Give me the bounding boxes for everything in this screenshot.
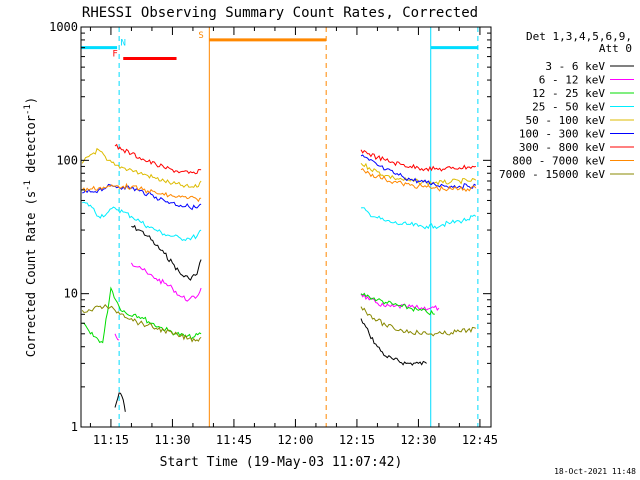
y-tick-label: 1000: [49, 20, 78, 34]
series-line: [81, 147, 202, 188]
x-tick-label: 12:30: [400, 433, 436, 447]
series-line: [82, 201, 202, 242]
series-line: [131, 224, 202, 281]
plot-frame: [80, 26, 492, 428]
chart-title: RHESSI Observing Summary Count Rates, Co…: [82, 5, 478, 21]
legend-label: 25 - 50 keV: [532, 101, 605, 114]
series-line: [81, 304, 202, 343]
series-line: [82, 286, 202, 344]
annotation-label: S: [198, 31, 203, 41]
y-axis-label-sup-1: -1: [23, 180, 33, 191]
series-line: [360, 306, 476, 337]
legend-label: 50 - 100 keV: [526, 114, 606, 127]
x-axis: 11:15 11:30 11:45 12:00 12:15 12:30 12:45: [89, 27, 498, 447]
legend-label: 300 - 800 keV: [519, 141, 605, 154]
y-axis-label: Corrected Count Rate (s-1 detector-1): [23, 97, 38, 357]
state-annotation-bars: NF S: [81, 31, 478, 61]
legend-header-line-1: Det 1,3,4,5,6,9,: [526, 30, 632, 43]
annotation-label: N: [121, 39, 126, 49]
annotation-label: F: [112, 50, 117, 60]
legend-label: 6 - 12 keV: [539, 74, 606, 87]
series-line: [360, 168, 477, 193]
series-line: [114, 392, 126, 412]
y-axis-label-tail: detector: [24, 115, 38, 180]
series-lines: [81, 143, 477, 412]
series-line: [82, 183, 202, 211]
series-line: [360, 149, 476, 172]
legend-label: 12 - 25 keV: [532, 87, 605, 100]
x-tick-label: 11:15: [93, 433, 129, 447]
y-tick-label: 10: [64, 287, 78, 301]
y-axis-label-sup-2: -1: [23, 104, 33, 115]
x-tick-label: 12:00: [277, 433, 313, 447]
y-tick-label: 100: [56, 153, 78, 167]
y-tick-label: 1: [71, 420, 78, 434]
series-line: [360, 293, 440, 311]
legend-label: 800 - 7000 keV: [512, 155, 605, 168]
series-line: [360, 162, 477, 186]
series-line: [360, 207, 477, 230]
legend-header-line-2: Att 0: [599, 42, 632, 55]
x-axis-label: Start Time (19-May-03 11:07:42): [160, 455, 403, 470]
series-line: [114, 143, 202, 175]
y-axis-label-main: Corrected Count Rate (s: [24, 191, 38, 357]
segment-boundary-lines: [118, 27, 479, 427]
legend-label: 100 - 300 keV: [519, 128, 605, 141]
x-tick-label: 12:45: [462, 433, 498, 447]
x-tick-label: 11:45: [216, 433, 252, 447]
x-tick-label: 11:30: [154, 433, 190, 447]
series-line: [360, 292, 435, 316]
x-tick-label: 12:15: [339, 433, 375, 447]
series-line: [114, 333, 120, 341]
series-line: [130, 262, 202, 302]
footer-timestamp: 18-Oct-2021 11:48: [554, 467, 636, 476]
legend-label: 3 - 6 keV: [545, 60, 605, 73]
y-axis: 1 10 100 1000: [49, 20, 491, 434]
series-line: [360, 318, 427, 366]
y-axis-label-close: ): [24, 97, 38, 104]
legend-label: 7000 - 15000 keV: [499, 168, 605, 181]
series-line: [81, 182, 202, 203]
